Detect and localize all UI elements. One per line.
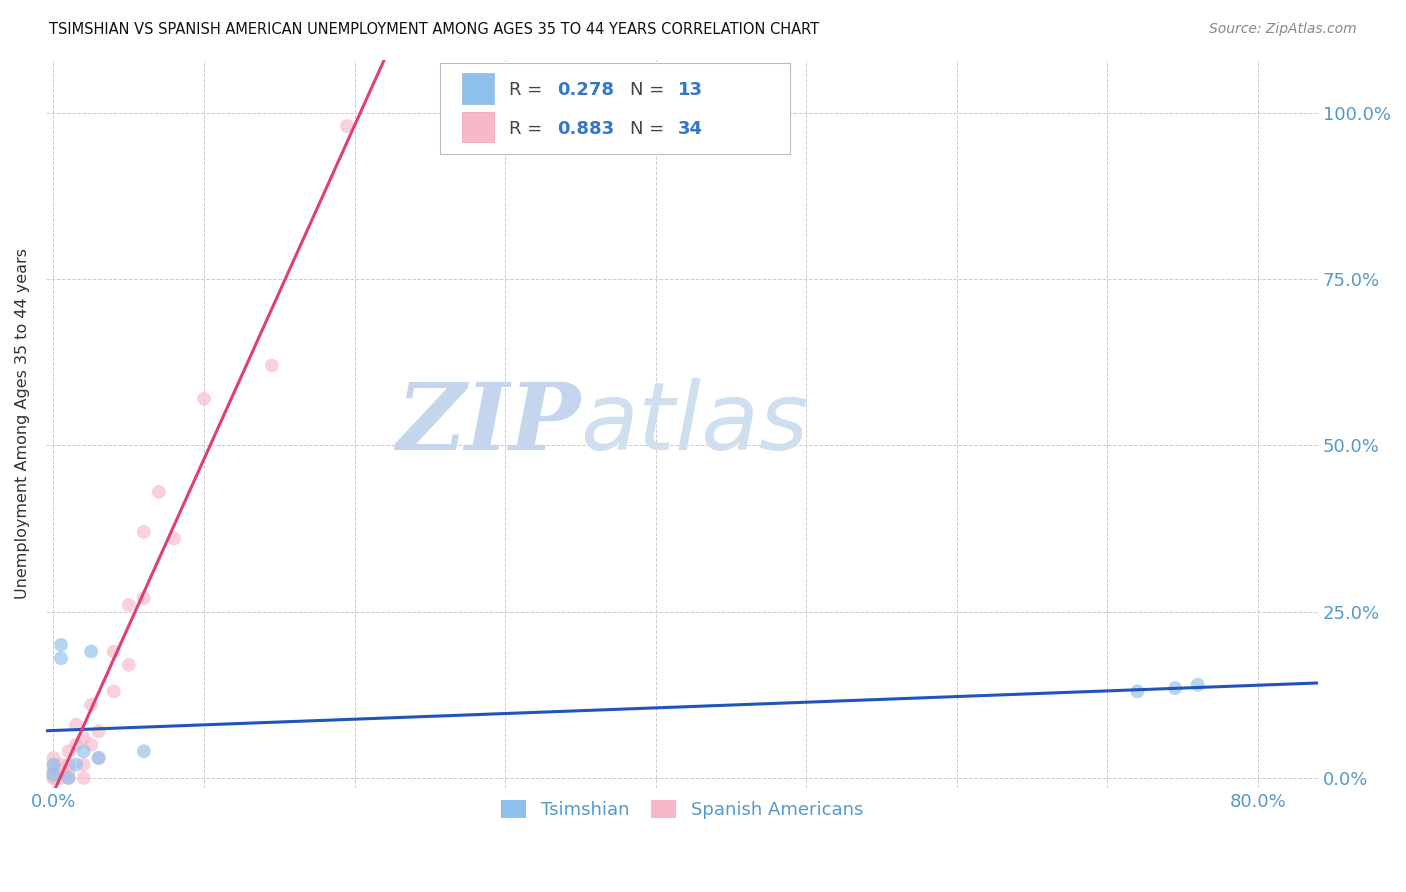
Point <box>58 771 80 785</box>
Point <box>1187 678 1209 692</box>
FancyBboxPatch shape <box>463 112 494 142</box>
Text: N =: N = <box>630 120 669 138</box>
Point <box>42 757 65 772</box>
Text: 0.883: 0.883 <box>557 120 614 138</box>
Point <box>58 764 80 779</box>
Point <box>1126 684 1149 698</box>
Point <box>42 757 65 772</box>
Text: N =: N = <box>630 81 669 99</box>
Point <box>72 744 94 758</box>
Point <box>103 644 125 658</box>
Point <box>58 744 80 758</box>
Point <box>65 738 87 752</box>
Point <box>132 744 155 758</box>
Point <box>132 591 155 606</box>
Point <box>87 724 110 739</box>
Text: R =: R = <box>509 81 548 99</box>
Point <box>42 764 65 779</box>
FancyBboxPatch shape <box>440 63 790 154</box>
Point <box>72 731 94 745</box>
Point <box>49 757 72 772</box>
Text: 13: 13 <box>678 81 703 99</box>
Text: R =: R = <box>509 120 548 138</box>
Point <box>80 738 103 752</box>
Point <box>163 532 186 546</box>
Point <box>65 717 87 731</box>
Text: ZIP: ZIP <box>396 379 581 468</box>
Point <box>336 119 359 133</box>
FancyBboxPatch shape <box>463 73 494 103</box>
Text: TSIMSHIAN VS SPANISH AMERICAN UNEMPLOYMENT AMONG AGES 35 TO 44 YEARS CORRELATION: TSIMSHIAN VS SPANISH AMERICAN UNEMPLOYME… <box>49 22 820 37</box>
Point <box>260 359 283 373</box>
Point <box>42 767 65 781</box>
Point <box>49 638 72 652</box>
Point <box>49 771 72 785</box>
Point <box>42 771 65 785</box>
Text: Source: ZipAtlas.com: Source: ZipAtlas.com <box>1209 22 1357 37</box>
Point <box>42 771 65 785</box>
Point <box>42 767 65 781</box>
Point <box>80 644 103 658</box>
Point <box>72 771 94 785</box>
Point <box>1164 681 1187 695</box>
Point <box>87 751 110 765</box>
Point <box>65 757 87 772</box>
Text: 34: 34 <box>678 120 703 138</box>
Point <box>58 771 80 785</box>
Point <box>42 751 65 765</box>
Y-axis label: Unemployment Among Ages 35 to 44 years: Unemployment Among Ages 35 to 44 years <box>15 248 30 599</box>
Text: atlas: atlas <box>581 378 808 469</box>
Point <box>193 392 215 406</box>
Point <box>42 764 65 779</box>
Point <box>49 764 72 779</box>
Point <box>58 757 80 772</box>
Point <box>87 751 110 765</box>
Point <box>132 524 155 539</box>
Point <box>80 698 103 712</box>
Point <box>103 684 125 698</box>
Legend: Tsimshian, Spanish Americans: Tsimshian, Spanish Americans <box>494 792 870 826</box>
Text: 0.278: 0.278 <box>557 81 614 99</box>
Point <box>49 651 72 665</box>
Point <box>72 757 94 772</box>
Point <box>118 657 141 672</box>
Point <box>148 484 170 499</box>
Point <box>118 598 141 612</box>
